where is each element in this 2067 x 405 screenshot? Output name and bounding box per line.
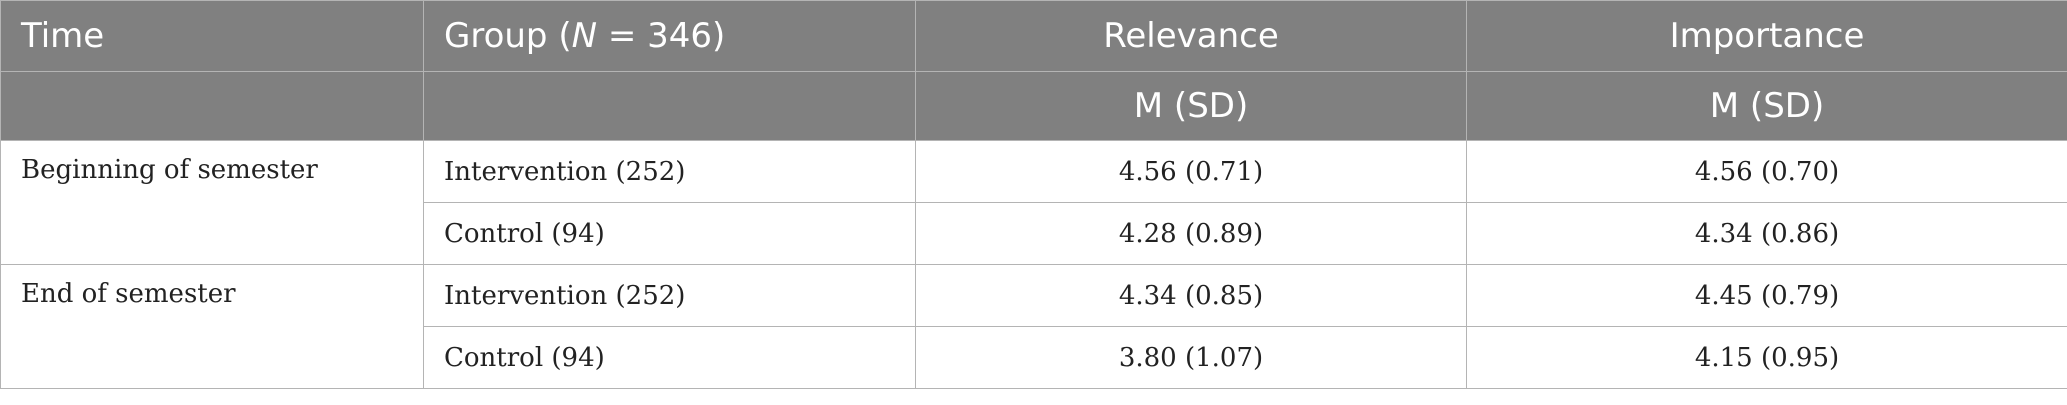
- relevance-cell: 3.80 (1.07): [915, 326, 1467, 389]
- group-cell: Control (94): [423, 326, 916, 389]
- header-time: Time: [0, 0, 424, 72]
- importance-cell: 4.34 (0.86): [1466, 202, 2067, 265]
- table-row: End of semester Intervention (252) 4.34 …: [0, 264, 2067, 389]
- header-group-suffix: = 346): [597, 16, 726, 56]
- table-row: Beginning of semester Intervention (252)…: [0, 140, 2067, 265]
- table-body: Beginning of semester Intervention (252)…: [0, 140, 2067, 389]
- importance-cell: 4.15 (0.95): [1466, 326, 2067, 389]
- subheader-relevance: M (SD): [915, 71, 1467, 141]
- importance-cell: 4.45 (0.79): [1466, 264, 2067, 327]
- header-group: Group (N = 346): [423, 0, 916, 72]
- group-cell: Control (94): [423, 202, 916, 265]
- time-cell: Beginning of semester: [0, 140, 424, 265]
- relevance-cell: 4.56 (0.71): [915, 140, 1467, 203]
- group-cell: Intervention (252): [423, 264, 916, 327]
- header-importance: Importance: [1466, 0, 2067, 72]
- header-row: Time Group (N = 346) Relevance Importanc…: [0, 0, 2067, 72]
- header-group-prefix: Group (: [444, 16, 572, 56]
- results-table: Time Group (N = 346) Relevance Importanc…: [0, 0, 2067, 389]
- group-cell: Intervention (252): [423, 140, 916, 203]
- subheader-group-empty: [423, 71, 916, 141]
- subheader-importance: M (SD): [1466, 71, 2067, 141]
- header-group-n: N: [571, 16, 598, 56]
- importance-cell: 4.56 (0.70): [1466, 140, 2067, 203]
- subheader-time-empty: [0, 71, 424, 141]
- relevance-cell: 4.28 (0.89): [915, 202, 1467, 265]
- time-cell: End of semester: [0, 264, 424, 389]
- relevance-cell: 4.34 (0.85): [915, 264, 1467, 327]
- subheader-row: M (SD) M (SD): [0, 71, 2067, 141]
- table-row: Control (94) 3.80 (1.07) 4.15 (0.95): [1, 326, 2067, 389]
- header-relevance: Relevance: [915, 0, 1467, 72]
- table-row: Control (94) 4.28 (0.89) 4.34 (0.86): [1, 202, 2067, 265]
- table-header: Time Group (N = 346) Relevance Importanc…: [0, 0, 2067, 141]
